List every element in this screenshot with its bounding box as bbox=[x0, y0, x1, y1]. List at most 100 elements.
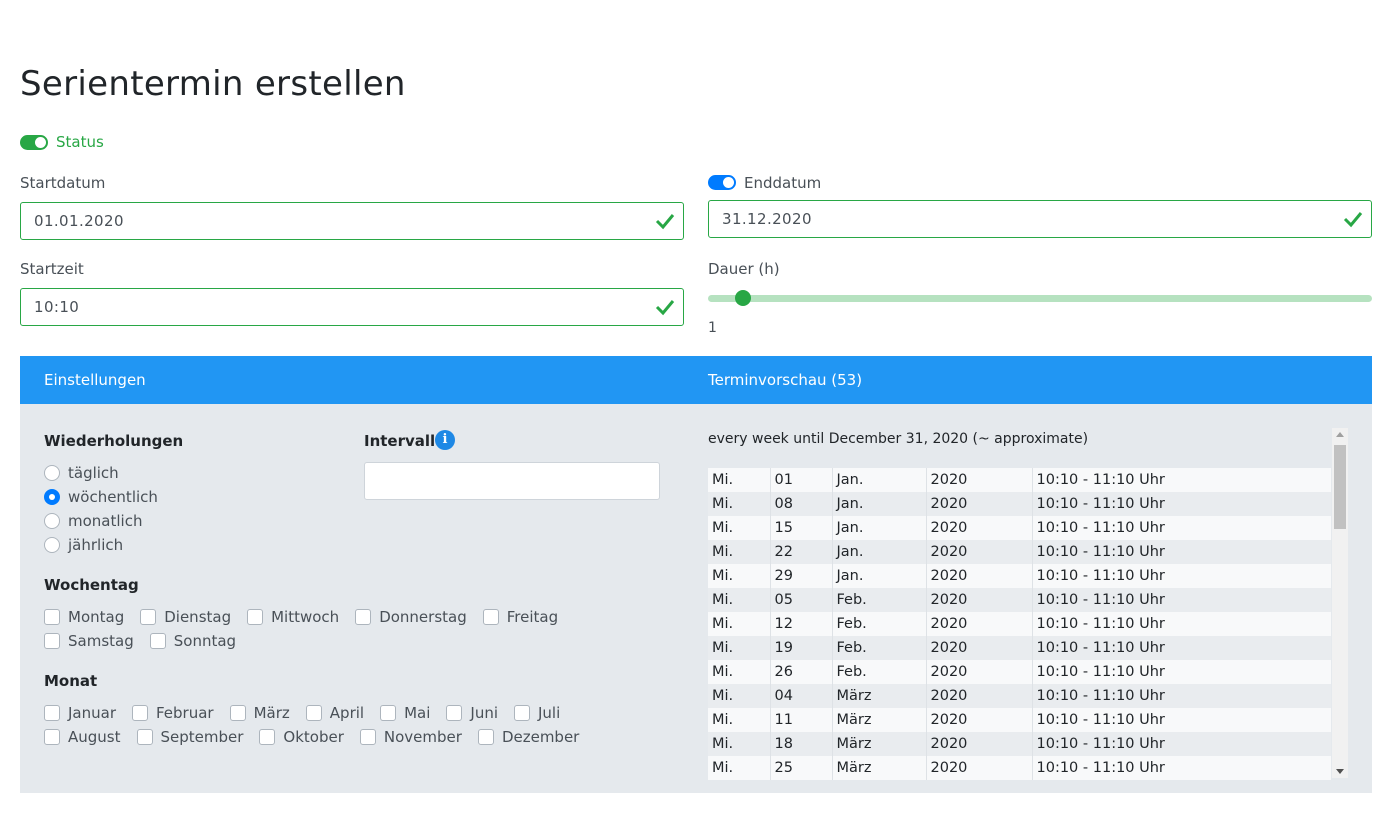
checkbox-label: September bbox=[160, 728, 244, 746]
table-cell: 2020 bbox=[925, 684, 1032, 708]
radio-option[interactable]: wöchentlich bbox=[44, 488, 158, 506]
intervall-input[interactable] bbox=[364, 462, 660, 500]
intervall-title: Intervall bbox=[364, 432, 436, 450]
wochentag-title: Wochentag bbox=[44, 576, 139, 594]
checkbox[interactable] bbox=[305, 705, 322, 721]
scrollbar[interactable] bbox=[1332, 428, 1348, 778]
table-cell: 2020 bbox=[925, 612, 1032, 636]
checkbox[interactable] bbox=[380, 705, 397, 721]
checkbox[interactable] bbox=[44, 633, 60, 649]
checkbox[interactable] bbox=[132, 705, 148, 721]
checkbox-label: Freitag bbox=[506, 608, 559, 626]
table-row: Mi. 19 Feb. 2020 10:10 - 11:10 Uhr bbox=[708, 636, 1331, 660]
table-cell: Mi. bbox=[708, 684, 770, 708]
check-icon bbox=[1343, 212, 1363, 228]
toggle-knob bbox=[723, 177, 734, 188]
table-cell: Mi. bbox=[708, 540, 770, 564]
checkbox-label: Dezember bbox=[501, 728, 580, 746]
terminvorschau-title: Terminvorschau (53) bbox=[708, 371, 863, 389]
checkbox[interactable] bbox=[514, 705, 530, 721]
table-row: Mi. 18 März 2020 10:10 - 11:10 Uhr bbox=[708, 732, 1331, 756]
table-row: Mi. 01 Jan. 2020 10:10 - 11:10 Uhr bbox=[708, 468, 1331, 492]
info-icon[interactable]: i bbox=[435, 430, 455, 450]
checkbox[interactable] bbox=[259, 729, 276, 745]
radio-option[interactable]: monatlich bbox=[44, 512, 142, 530]
checkbox[interactable] bbox=[140, 609, 157, 625]
checkbox[interactable] bbox=[136, 729, 153, 745]
table-cell: Mi. bbox=[708, 492, 770, 516]
table-row: Mi. 15 Jan. 2020 10:10 - 11:10 Uhr bbox=[708, 516, 1331, 540]
dauer-slider-track[interactable] bbox=[708, 295, 1372, 302]
monat-option[interactable]: Juni bbox=[446, 704, 498, 722]
wochentag-option[interactable]: Dienstag bbox=[140, 608, 231, 626]
checkbox[interactable] bbox=[482, 609, 499, 625]
monat-option[interactable]: September bbox=[136, 728, 244, 746]
table-cell: 29 bbox=[769, 564, 832, 588]
scroll-thumb[interactable] bbox=[1334, 445, 1346, 529]
radio-button[interactable] bbox=[44, 537, 60, 553]
startzeit-label: Startzeit bbox=[20, 260, 84, 278]
radio-option[interactable]: jährlich bbox=[44, 536, 123, 554]
checkbox-label: Samstag bbox=[68, 632, 134, 650]
checkbox[interactable] bbox=[359, 729, 376, 745]
checkbox[interactable] bbox=[149, 633, 166, 649]
wochentag-option[interactable]: Mittwoch bbox=[247, 608, 339, 626]
table-cell: 2020 bbox=[925, 708, 1032, 732]
checkbox[interactable] bbox=[477, 729, 494, 745]
table-cell: 19 bbox=[769, 636, 832, 660]
table-cell: Jan. bbox=[831, 468, 926, 492]
radio-option[interactable]: täglich bbox=[44, 464, 119, 482]
monat-option[interactable]: Oktober bbox=[259, 728, 344, 746]
checkbox[interactable] bbox=[44, 729, 60, 745]
table-cell: 2020 bbox=[925, 540, 1032, 564]
checkbox-label: Februar bbox=[156, 704, 214, 722]
monat-option[interactable]: Dezember bbox=[477, 728, 580, 746]
table-cell: 10:10 - 11:10 Uhr bbox=[1031, 660, 1331, 684]
wochentag-option[interactable]: Freitag bbox=[482, 608, 559, 626]
enddatum-label: Enddatum bbox=[744, 174, 822, 192]
table-cell: 25 bbox=[769, 756, 832, 780]
table-cell: 10:10 - 11:10 Uhr bbox=[1031, 564, 1331, 588]
monat-option[interactable]: Juli bbox=[514, 704, 560, 722]
checkbox[interactable] bbox=[44, 609, 60, 625]
startzeit-input[interactable]: 10:10 bbox=[20, 288, 684, 326]
checkbox[interactable] bbox=[229, 705, 246, 721]
checkbox-label: August bbox=[68, 728, 121, 746]
monat-option[interactable]: April bbox=[305, 704, 365, 722]
enddatum-input[interactable]: 31.12.2020 bbox=[708, 200, 1372, 238]
radio-button[interactable] bbox=[44, 513, 60, 529]
checkbox-label: Juni bbox=[470, 704, 498, 722]
monat-option[interactable]: Mai bbox=[380, 704, 430, 722]
radio-label: jährlich bbox=[68, 536, 124, 554]
table-cell: 2020 bbox=[925, 468, 1032, 492]
monat-option[interactable]: August bbox=[44, 728, 121, 746]
checkbox[interactable] bbox=[355, 609, 372, 625]
checkbox-label: April bbox=[329, 704, 365, 722]
checkbox[interactable] bbox=[44, 705, 60, 721]
wochentag-option[interactable]: Donnerstag bbox=[355, 608, 467, 626]
monat-option[interactable]: November bbox=[359, 728, 462, 746]
table-cell: Mi. bbox=[708, 756, 770, 780]
monat-option[interactable]: Februar bbox=[132, 704, 214, 722]
radio-button[interactable] bbox=[44, 465, 60, 481]
table-cell: 2020 bbox=[925, 516, 1032, 540]
wochentag-option[interactable]: Sonntag bbox=[149, 632, 236, 650]
scroll-up-icon[interactable] bbox=[1336, 432, 1344, 437]
dauer-value: 1 bbox=[708, 320, 717, 336]
dauer-slider-thumb[interactable] bbox=[735, 290, 751, 306]
wochentag-option[interactable]: Montag bbox=[44, 608, 124, 626]
enddatum-toggle[interactable] bbox=[708, 175, 736, 190]
radio-button[interactable] bbox=[44, 489, 60, 505]
scroll-down-icon[interactable] bbox=[1336, 769, 1344, 774]
table-cell: Jan. bbox=[831, 540, 926, 564]
wochentag-option[interactable]: Samstag bbox=[44, 632, 134, 650]
table-row: Mi. 25 März 2020 10:10 - 11:10 Uhr bbox=[708, 756, 1331, 780]
status-toggle[interactable] bbox=[20, 135, 48, 150]
monat-option[interactable]: Januar bbox=[44, 704, 116, 722]
monat-option[interactable]: März bbox=[229, 704, 290, 722]
checkbox[interactable] bbox=[247, 609, 264, 625]
table-cell: März bbox=[831, 732, 926, 756]
startdatum-input[interactable]: 01.01.2020 bbox=[20, 202, 684, 240]
checkbox[interactable] bbox=[446, 705, 463, 721]
table-row: Mi. 22 Jan. 2020 10:10 - 11:10 Uhr bbox=[708, 540, 1331, 564]
